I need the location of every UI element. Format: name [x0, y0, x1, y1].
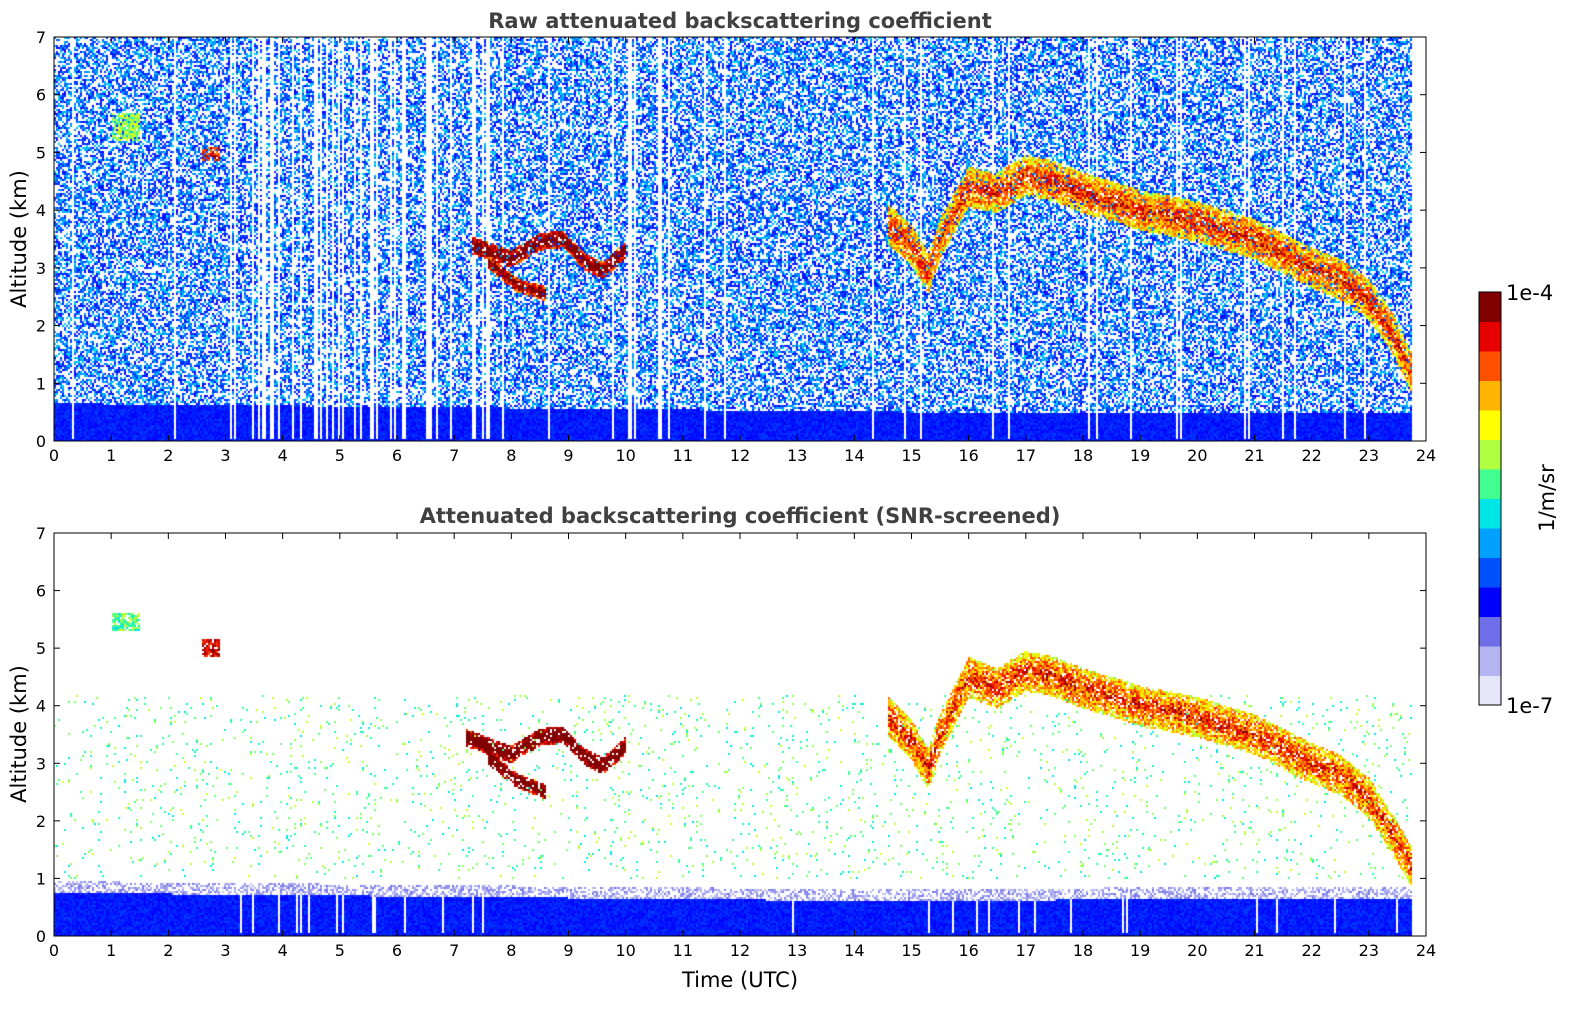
panel-1-plot-area	[53, 36, 1427, 442]
panel-1-xtick-label: 16	[958, 446, 978, 465]
panel-2-xtick-label: 10	[615, 941, 635, 960]
panel-2-xlabel: Time (UTC)	[681, 968, 798, 992]
colorbar-segment	[1479, 351, 1501, 381]
panel-2-xtick-label: 11	[673, 941, 693, 960]
colorbar-unit-label: 1/m/sr	[1535, 464, 1559, 532]
colorbar-segment	[1479, 410, 1501, 440]
panel-2-ylabel: Altitude (km)	[7, 665, 31, 803]
panel-2-xtick-label: 5	[335, 941, 345, 960]
panel-2-xtick-label: 17	[1016, 941, 1036, 960]
panel-1-xtick-label: 1	[106, 446, 116, 465]
panel-1-ytick-label: 6	[36, 86, 46, 105]
colorbar-min-label: 1e-7	[1506, 694, 1553, 718]
panel-1-xtick-label: 7	[449, 446, 459, 465]
panel-1-xtick-label: 13	[787, 446, 807, 465]
colorbar-segment	[1479, 439, 1501, 470]
panel-2-heatmap	[54, 533, 1426, 936]
colorbar-segment	[1479, 646, 1501, 676]
colorbar-segment	[1479, 498, 1501, 529]
panel-2-xtick-label: 19	[1130, 941, 1150, 960]
panel-2-xtick-label: 9	[563, 941, 573, 960]
panel-1-xtick-label: 0	[49, 446, 59, 465]
panel-2-ytick-label: 0	[36, 927, 46, 946]
panel-1-ytick-label: 4	[36, 201, 46, 220]
panel-2-xtick-label: 4	[278, 941, 288, 960]
panel-2-xtick-label: 1	[106, 941, 116, 960]
panel-2-xtick-label: 3	[220, 941, 230, 960]
panel-2-xtick-label: 12	[730, 941, 750, 960]
panel-1-xtick-label: 14	[844, 446, 864, 465]
panel-1-xtick-label: 20	[1187, 446, 1207, 465]
panel-1-xtick-label: 9	[563, 446, 573, 465]
panel-2-xtick-label: 0	[49, 941, 59, 960]
panel-1-ytick-label: 1	[36, 374, 46, 393]
colorbar-segment	[1479, 675, 1501, 706]
colorbar-segment	[1479, 469, 1501, 499]
panel-1-ytick-label: 0	[36, 432, 46, 451]
panel-1-xtick-label: 5	[335, 446, 345, 465]
panel-1-xtick-label: 10	[615, 446, 635, 465]
panel-2-xtick-label: 18	[1073, 941, 1093, 960]
panel-1-ylabel: Altitude (km)	[7, 170, 31, 308]
panel-1-ytick-label: 5	[36, 143, 46, 162]
panel-1-ytick-label: 7	[36, 28, 46, 47]
colorbar-frame	[1478, 291, 1502, 706]
panel-2-xtick-label: 2	[163, 941, 173, 960]
panel-2-plot-area	[53, 532, 1427, 937]
panel-2-xtick-label: 14	[844, 941, 864, 960]
colorbar-segment	[1479, 616, 1501, 647]
panel-1-xtick-label: 24	[1416, 446, 1436, 465]
colorbar-segment	[1479, 292, 1501, 322]
panel-1-xtick-label: 23	[1359, 446, 1379, 465]
panel-1-xtick-label: 2	[163, 446, 173, 465]
panel-2-xtick-label: 24	[1416, 941, 1436, 960]
colorbar-segment	[1479, 587, 1501, 617]
panel-2-xtick-label: 13	[787, 941, 807, 960]
panel-1-heatmap	[54, 37, 1426, 441]
panel-2-xtick-label: 6	[392, 941, 402, 960]
colorbar-segment	[1479, 557, 1501, 588]
panel-2-title: Attenuated backscattering coefficient (S…	[420, 504, 1061, 528]
panel-1-xtick-label: 15	[901, 446, 921, 465]
panel-1-ytick-label: 2	[36, 317, 46, 336]
colorbar-segment	[1479, 380, 1501, 411]
panel-2-xtick-label: 20	[1187, 941, 1207, 960]
panel-2-xtick-label: 22	[1301, 941, 1321, 960]
panel-2-ytick-label: 6	[36, 582, 46, 601]
panel-2-xtick-label: 8	[506, 941, 516, 960]
panel-2-ytick-label: 2	[36, 812, 46, 831]
panel-1-xtick-label: 4	[278, 446, 288, 465]
colorbar-max-label: 1e-4	[1506, 281, 1553, 305]
panel-1-xtick-label: 12	[730, 446, 750, 465]
panel-2-ytick-label: 1	[36, 869, 46, 888]
panel-2-ytick-label: 5	[36, 639, 46, 658]
panel-1-xtick-label: 11	[673, 446, 693, 465]
panel-1-title: Raw attenuated backscattering coefficien…	[488, 9, 992, 33]
panel-2-xtick-label: 7	[449, 941, 459, 960]
panel-1-ticks: 0 1 2 3 4 5 6 7 8 9 10 11 12 13 14 15 16 17 18 19 20 21 22 23 24…	[36, 28, 1436, 465]
panel-2-ytick-label: 7	[36, 524, 46, 543]
panel-1-xtick-label: 8	[506, 446, 516, 465]
panel-2-ytick-label: 3	[36, 754, 46, 773]
colorbar-segment	[1479, 321, 1501, 352]
panel-1-xtick-label: 21	[1244, 446, 1264, 465]
colorbar	[1479, 292, 1501, 706]
panel-2-ticks: 0 1 2 3 4 5 6 7 8 9 10 11 12 13 14 15 16 17 18 19 20 21 22 23 24…	[36, 524, 1436, 960]
panel-2-xtick-label: 23	[1359, 941, 1379, 960]
panel-2-ytick-label: 4	[36, 697, 46, 716]
panel-2-xtick-label: 16	[958, 941, 978, 960]
panel-1-xtick-label: 19	[1130, 446, 1150, 465]
panel-1-xtick-label: 3	[220, 446, 230, 465]
panel-1-xtick-label: 6	[392, 446, 402, 465]
panel-2-xtick-label: 15	[901, 941, 921, 960]
panel-1-xtick-label: 18	[1073, 446, 1093, 465]
panel-1-xtick-label: 22	[1301, 446, 1321, 465]
panel-2-xtick-label: 21	[1244, 941, 1264, 960]
colorbar-segment	[1479, 528, 1501, 558]
panel-1-ytick-label: 3	[36, 259, 46, 278]
panel-1-xtick-label: 17	[1016, 446, 1036, 465]
